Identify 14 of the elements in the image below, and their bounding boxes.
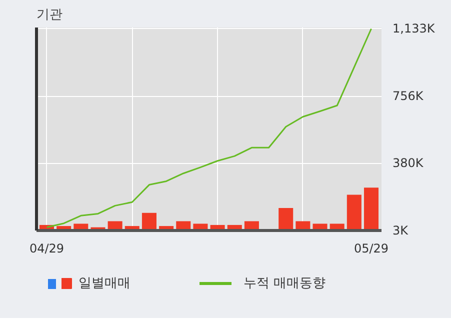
chart-title: 기관 xyxy=(36,8,62,22)
x-tick-label: 04/29 xyxy=(29,242,64,256)
line-series xyxy=(46,28,372,228)
bar xyxy=(346,194,362,230)
legend-label: 누적 매매동향 xyxy=(244,276,326,291)
bar xyxy=(142,212,156,230)
y-tick-label: 756K xyxy=(392,89,424,104)
x-tick-label: 05/29 xyxy=(354,242,389,256)
y-tick-label: 1,133K xyxy=(392,22,436,36)
y-tick-label: 3K xyxy=(392,224,410,238)
legend-label: 일별매매 xyxy=(78,276,130,291)
bar xyxy=(278,208,294,230)
y-tick-label: 380K xyxy=(392,156,424,170)
bar xyxy=(364,188,379,230)
